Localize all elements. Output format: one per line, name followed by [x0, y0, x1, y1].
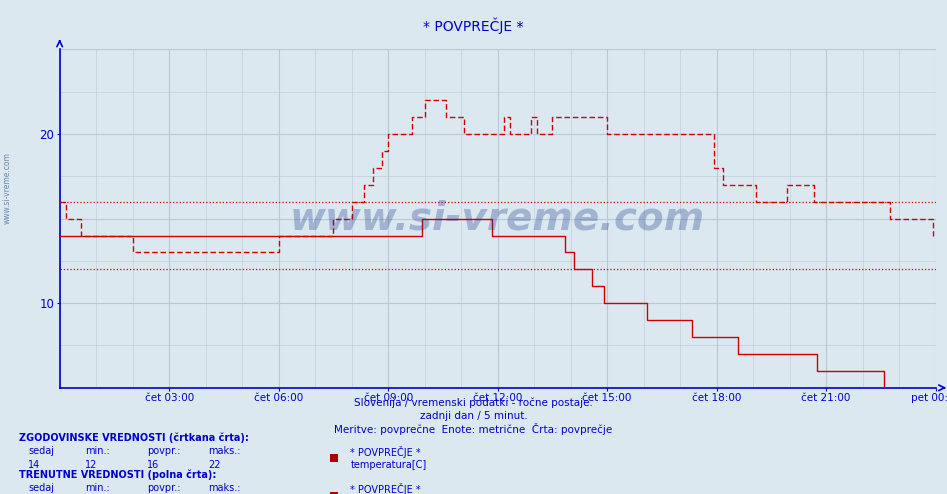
Text: min.:: min.:: [85, 446, 110, 456]
Text: 12: 12: [85, 460, 98, 470]
Text: sedaj: sedaj: [28, 446, 54, 456]
Text: temperatura[C]: temperatura[C]: [350, 460, 427, 470]
Text: povpr.:: povpr.:: [147, 446, 180, 456]
Text: * POVPREČJE *: * POVPREČJE *: [423, 17, 524, 34]
Text: 16: 16: [147, 460, 159, 470]
Text: sedaj: sedaj: [28, 483, 54, 493]
Text: * POVPREČJE *: * POVPREČJE *: [350, 483, 421, 494]
Text: ZGODOVINSKE VREDNOSTI (črtkana črta):: ZGODOVINSKE VREDNOSTI (črtkana črta):: [19, 432, 249, 443]
Text: maks.:: maks.:: [208, 483, 241, 493]
Text: TRENUTNE VREDNOSTI (polna črta):: TRENUTNE VREDNOSTI (polna črta):: [19, 469, 216, 480]
Text: * POVPREČJE *: * POVPREČJE *: [350, 446, 421, 458]
Text: maks.:: maks.:: [208, 446, 241, 456]
Text: www.si-vreme.com: www.si-vreme.com: [290, 200, 706, 238]
Text: www.si-vreme.com: www.si-vreme.com: [3, 152, 12, 224]
Text: 22: 22: [208, 460, 221, 470]
Text: povpr.:: povpr.:: [147, 483, 180, 493]
Text: 14: 14: [28, 460, 41, 470]
Text: Slovenija / vremenski podatki - ročne postaje.: Slovenija / vremenski podatki - ročne po…: [354, 398, 593, 408]
Text: Meritve: povprečne  Enote: metrične  Črta: povprečje: Meritve: povprečne Enote: metrične Črta:…: [334, 423, 613, 435]
Text: min.:: min.:: [85, 483, 110, 493]
Text: zadnji dan / 5 minut.: zadnji dan / 5 minut.: [420, 411, 527, 421]
